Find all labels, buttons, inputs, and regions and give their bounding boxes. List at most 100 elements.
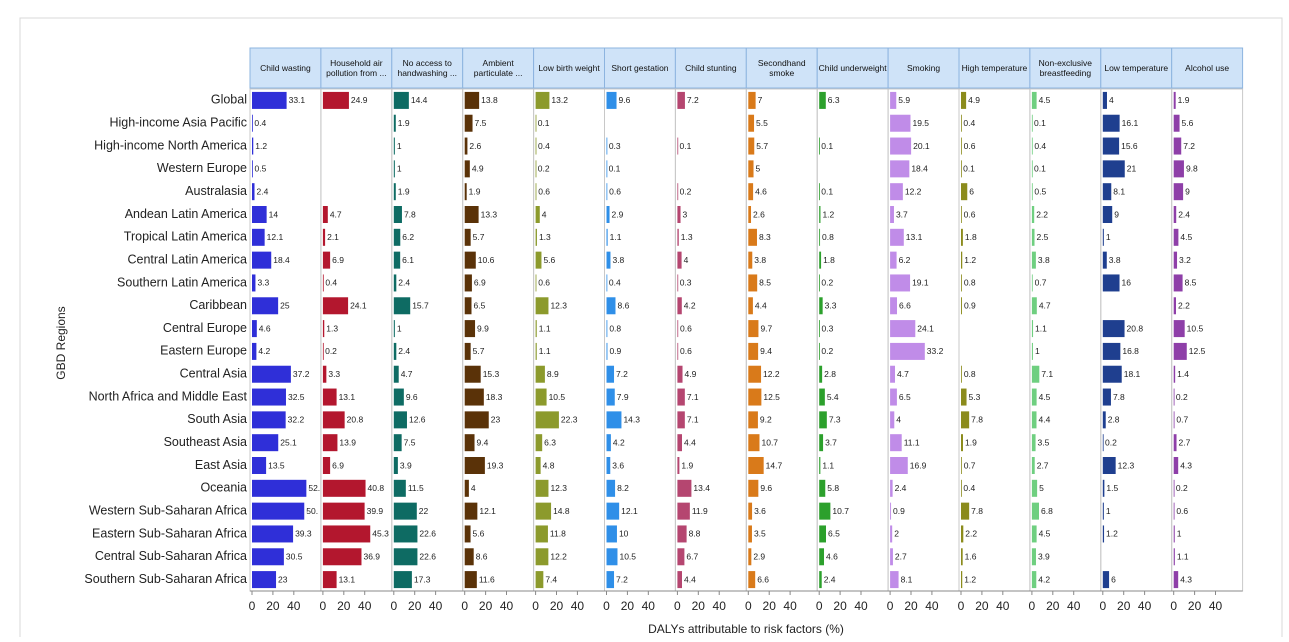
bar (677, 457, 680, 474)
bar (819, 251, 822, 269)
value-label: 0.6 (964, 209, 976, 219)
bar (322, 274, 324, 292)
value-label: 4 (542, 209, 547, 219)
bar (252, 183, 255, 201)
bar (464, 320, 476, 338)
bar (606, 297, 616, 315)
bar (1031, 434, 1036, 452)
value-label: 0.2 (325, 346, 337, 356)
bar (464, 251, 476, 269)
value-label: 16.8 (1122, 346, 1139, 356)
value-label: 2.4 (824, 574, 836, 584)
value-label: 2.8 (1108, 415, 1120, 425)
bar (961, 160, 962, 178)
bar (890, 548, 893, 566)
value-label: 4.3 (1180, 574, 1192, 584)
value-label: 1.3 (681, 232, 693, 242)
value-label: 4.9 (472, 164, 484, 174)
value-label: 1.9 (1178, 95, 1190, 105)
bar (252, 525, 294, 543)
bar (748, 434, 760, 452)
value-label: 0.2 (1176, 483, 1188, 493)
value-label: 6.8 (1041, 506, 1053, 516)
value-label: 0.6 (538, 278, 550, 288)
value-label: 10.5 (1187, 323, 1204, 333)
y-tick-label: Southern Latin America (117, 275, 247, 289)
panel-header-bg (1029, 47, 1102, 89)
value-label: 5.9 (898, 95, 910, 105)
value-label: 12.2 (550, 552, 567, 562)
value-label: 8.1 (901, 574, 913, 584)
value-label: 7.5 (404, 437, 416, 447)
y-tick-label: North Africa and Middle East (89, 389, 248, 403)
bar (393, 91, 409, 109)
value-label: 18.3 (486, 392, 503, 402)
bar (1031, 206, 1035, 223)
value-label: 22.3 (561, 415, 578, 425)
value-label: 0.4 (325, 278, 337, 288)
value-label: 1.9 (398, 186, 410, 196)
bar (606, 502, 620, 520)
value-label: 0.7 (964, 460, 976, 470)
bar (819, 548, 825, 566)
bar (748, 525, 752, 543)
bar (252, 571, 277, 589)
bar (1031, 525, 1037, 543)
bar (393, 365, 399, 383)
value-label: 3.8 (1109, 255, 1121, 265)
bar (606, 411, 622, 429)
bar (1102, 206, 1113, 223)
value-label: 0.6 (538, 186, 550, 196)
bar (535, 388, 547, 406)
value-label: 39.9 (367, 506, 384, 516)
bar (464, 91, 480, 109)
value-label: 0.1 (680, 141, 692, 151)
legend-label: No access to handwashing ... (397, 58, 458, 78)
value-label: 2.4 (398, 346, 410, 356)
bar (464, 342, 471, 360)
value-label: 3.2 (1179, 255, 1191, 265)
bar (252, 251, 272, 269)
x-tick-label: 40 (287, 599, 301, 613)
x-tick-label: 20 (692, 599, 706, 613)
value-label: 5.8 (827, 483, 839, 493)
value-label: 16.9 (910, 460, 927, 470)
bar (606, 388, 615, 406)
bar (748, 548, 752, 566)
bar (961, 502, 970, 520)
value-label: 24.1 (917, 323, 934, 333)
bar (890, 525, 893, 543)
value-label: 6.3 (828, 95, 840, 105)
bar (748, 457, 764, 474)
value-label: 6.5 (899, 392, 911, 402)
value-label: 18.4 (273, 255, 290, 265)
y-tick-label: Tropical Latin America (124, 230, 247, 244)
value-label: 11.6 (479, 574, 495, 584)
y-tick-label: Andean Latin America (125, 207, 247, 221)
value-label: 0.4 (963, 118, 975, 128)
bar (748, 320, 759, 338)
bar (393, 548, 418, 566)
bar (393, 114, 396, 132)
bar (961, 137, 962, 155)
bar (677, 228, 679, 246)
bar (606, 571, 615, 589)
value-label: 23 (491, 415, 501, 425)
value-label: 4.6 (755, 186, 767, 196)
value-label: 19.1 (912, 278, 929, 288)
y-tick-label: Southern Sub-Saharan Africa (84, 572, 247, 586)
bar (1173, 457, 1179, 474)
bar (535, 342, 537, 360)
x-tick-label: 20 (337, 599, 351, 613)
bar (464, 206, 479, 223)
bar (890, 434, 902, 452)
value-label: 6.3 (544, 437, 556, 447)
bar (748, 160, 754, 178)
value-label: 0.7 (1176, 415, 1188, 425)
bar (393, 320, 395, 338)
value-label: 0.2 (1105, 437, 1117, 447)
bar (606, 434, 611, 452)
y-tick-label: South Asia (187, 412, 247, 426)
bar (322, 502, 365, 520)
